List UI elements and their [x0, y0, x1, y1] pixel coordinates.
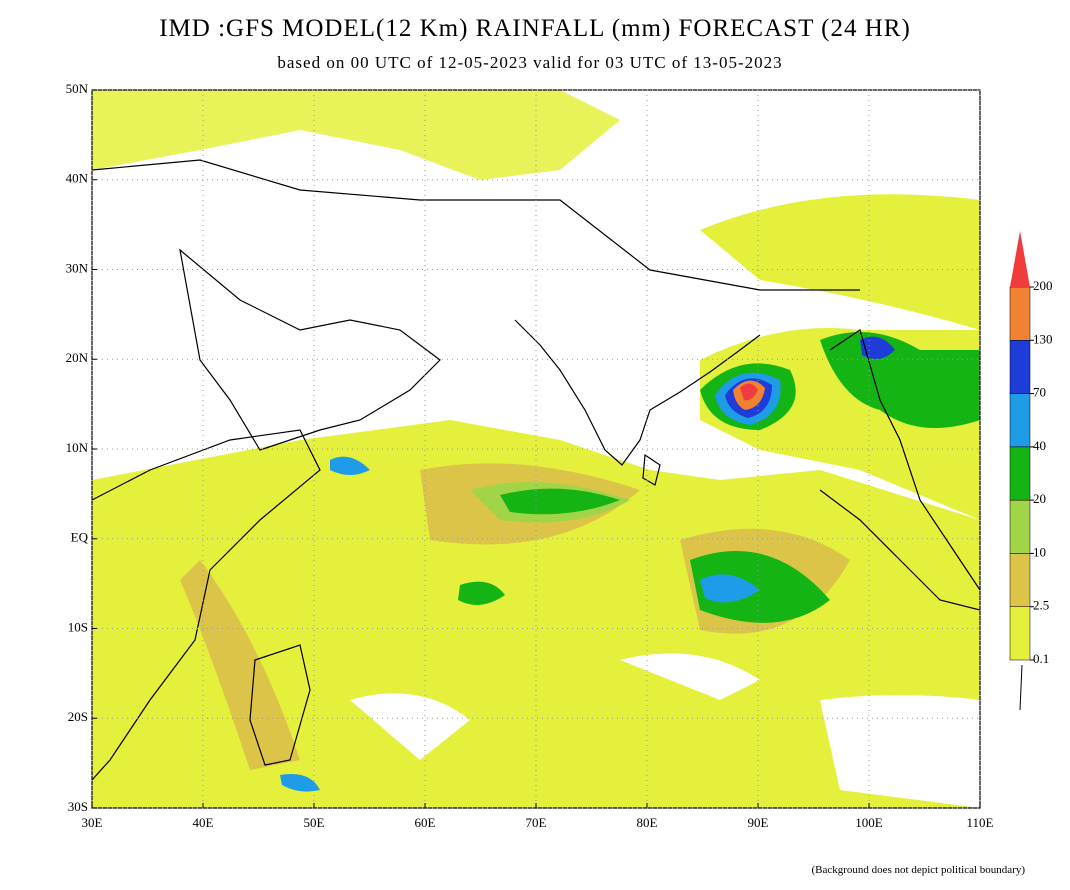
lon-tick-label: 50E — [304, 815, 325, 830]
lon-tick-label: 70E — [526, 815, 547, 830]
colorbar-arrow — [1010, 231, 1030, 287]
colorbar-label: 70 — [1033, 385, 1046, 400]
colorbar-segment — [1009, 393, 1031, 448]
lon-tick-label: 80E — [637, 815, 658, 830]
lat-tick-label: 40N — [66, 171, 89, 186]
colorbar-label: 130 — [1033, 331, 1053, 346]
colorbar-label: 20 — [1033, 491, 1046, 506]
lat-tick-label: 10S — [68, 619, 88, 634]
lat-tick-label: 10N — [66, 440, 89, 455]
lon-tick-label: 110E — [967, 815, 994, 830]
coastlines — [92, 159, 980, 781]
colorbar-segment — [1009, 499, 1031, 554]
colorbar-segment — [1009, 286, 1031, 341]
colorbar-segment — [1009, 446, 1031, 501]
title: IMD :GFS MODEL(12 Km) RAINFALL (mm) FORE… — [159, 15, 911, 42]
lon-tick-label: 30E — [82, 815, 103, 830]
colorbar-tail — [1019, 664, 1023, 711]
colorbar-label: 200 — [1033, 278, 1053, 293]
colorbar-segment — [1009, 340, 1031, 394]
lat-tick-label: EQ — [71, 530, 89, 545]
lon-tick-label: 100E — [855, 815, 883, 830]
footnote: (Background does not depict political bo… — [811, 864, 1025, 876]
colorbar-label: 40 — [1033, 438, 1046, 453]
lat-tick-label: 30N — [66, 260, 89, 275]
colorbar-segment — [1009, 553, 1031, 607]
colorbar-segment — [1009, 606, 1031, 661]
lat-tick-label: 20N — [66, 350, 89, 365]
colorbar-label: 2.5 — [1033, 598, 1049, 613]
lon-tick-label: 40E — [193, 815, 214, 830]
lat-tick-label: 20S — [68, 709, 88, 724]
lon-tick-label: 60E — [415, 815, 436, 830]
lat-tick-label: 30S — [68, 799, 88, 814]
colorbar-label: 0.1 — [1033, 651, 1049, 666]
colorbar-label: 10 — [1033, 544, 1046, 559]
lat-tick-label: 50N — [66, 81, 89, 96]
lon-tick-label: 90E — [748, 815, 769, 830]
subtitle: based on 00 UTC of 12-05-2023 valid for … — [277, 53, 782, 72]
